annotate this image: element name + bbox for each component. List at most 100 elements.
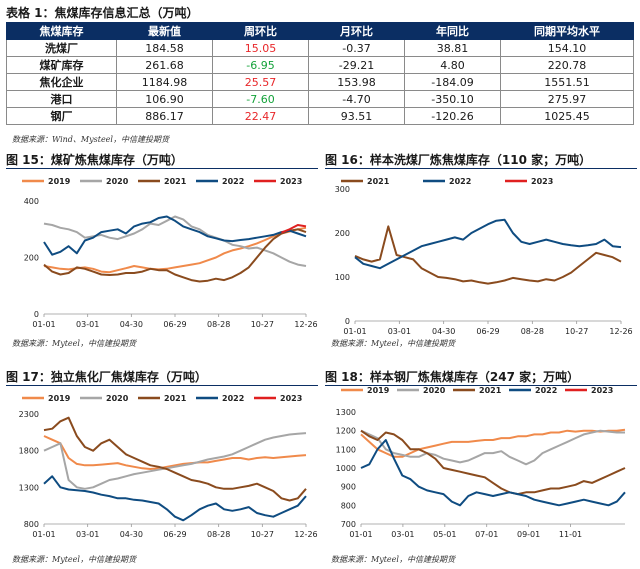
- table-cell-wow: 25.57: [212, 73, 309, 91]
- series-line-2021: [354, 225, 622, 285]
- chart-18-svg: 2019 2020 2021 2022 2023 700 800 900 1000 1100 120…: [336, 386, 626, 539]
- table-row: 钢厂 886.17 22.47 93.51 -120.26 1025.45: [6, 107, 634, 125]
- x-tick-label: 09-01: [517, 530, 540, 539]
- series-line-2020: [43, 432, 307, 490]
- table-header-cell: 月环比: [308, 22, 405, 40]
- series-line-2020: [360, 429, 625, 466]
- legend-label: 2023: [531, 177, 553, 186]
- chart-15-svg: 2019 2020 2021 2022 2023 0 200 400 01-01 03-01 04-…: [22, 177, 318, 329]
- table-cell-mom: -0.37: [308, 39, 405, 57]
- legend-label: 2021: [164, 177, 187, 186]
- y-tick-label: 900: [341, 483, 356, 492]
- table-row: 煤矿库存 261.68 -6.95 -29.21 4.80 220.78: [6, 56, 634, 74]
- x-tick-label: 06-29: [476, 327, 499, 336]
- legend-label: 2020: [106, 177, 129, 186]
- legend-label: 2022: [535, 386, 557, 395]
- table-cell-latest: 106.90: [116, 90, 213, 108]
- table-cell-name: 煤矿库存: [6, 56, 117, 74]
- table-cell-wow: -6.95: [212, 56, 309, 74]
- x-tick-label: 08-28: [207, 320, 230, 329]
- chart-panel-16: 图 16：样本洗煤厂炼焦煤库存（110 家；万吨） 2021 2022 2023 0 1…: [325, 151, 637, 351]
- x-tick-label: 01-01: [343, 327, 366, 336]
- y-tick-label: 100: [335, 273, 350, 282]
- table-cell-avg: 275.97: [500, 90, 634, 108]
- legend-label: 2022: [222, 177, 244, 186]
- chart-17-svg: 2019 2020 2021 2022 2023 800 1300 1800 2300 01-01…: [19, 394, 318, 539]
- table-cell-yoy: -350.10: [404, 90, 501, 108]
- table-cell-mom: 93.51: [308, 107, 405, 125]
- table-cell-name: 钢厂: [6, 107, 117, 125]
- legend-label: 2021: [164, 394, 187, 403]
- chart-16-svg: 2021 2022 2023 0 100 200 300 01-01 03-01 04-30 06-…: [335, 177, 633, 336]
- y-tick-label: 300: [335, 185, 350, 194]
- legend-label: 2019: [367, 386, 390, 395]
- table-cell-latest: 886.17: [116, 107, 213, 125]
- chart-title: 图 17：独立焦化厂焦煤库存（万吨）: [6, 370, 207, 384]
- table-cell-yoy: 4.80: [404, 56, 501, 74]
- x-tick-label: 08-28: [521, 327, 544, 336]
- x-tick-label: 04-30: [120, 320, 143, 329]
- chart-source: 数据来源：Myteel，中信建投期货: [331, 555, 455, 564]
- table-cell-avg: 154.10: [500, 39, 634, 57]
- table-cell-latest: 261.68: [116, 56, 213, 74]
- table-cell-mom: -29.21: [308, 56, 405, 74]
- x-tick-label: 03-01: [76, 320, 99, 329]
- x-tick-label: 03-01: [388, 327, 411, 336]
- series-line-2021: [43, 416, 307, 502]
- x-tick-label: 10-27: [251, 320, 274, 329]
- y-tick-label: 200: [335, 229, 350, 238]
- legend-label: 2020: [423, 386, 446, 395]
- y-tick-label: 0: [345, 317, 350, 326]
- x-tick-label: 01-01: [32, 530, 55, 539]
- chart-title: 图 16：样本洗煤厂炼焦煤库存（110 家；万吨）: [325, 153, 592, 167]
- table-header-cell: 周环比: [212, 22, 309, 40]
- x-tick-label: 06-29: [163, 320, 186, 329]
- legend-label: 2019: [48, 394, 71, 403]
- y-tick-label: 1800: [19, 447, 39, 456]
- x-tick-label: 04-30: [120, 530, 143, 539]
- table-cell-yoy: 38.81: [404, 39, 501, 57]
- chart-source: 数据来源：Myteel，中信建投期货: [331, 339, 455, 348]
- y-tick-label: 200: [24, 254, 39, 263]
- legend-label: 2020: [106, 394, 129, 403]
- chart-source: 数据来源：Myteel，中信建投期货: [12, 555, 136, 564]
- y-tick-label: 1000: [336, 464, 356, 473]
- table-cell-avg: 1551.51: [500, 73, 634, 91]
- table-source: 数据来源：Wind、Mysteel，中信建投期货: [12, 135, 169, 144]
- table-cell-mom: 153.98: [308, 73, 405, 91]
- x-tick-label: 10-27: [565, 327, 588, 336]
- y-tick-label: 0: [34, 310, 39, 319]
- series-line-2022: [43, 215, 307, 256]
- table-cell-yoy: -184.09: [404, 73, 501, 91]
- title-divider: [6, 385, 318, 386]
- table-row: 焦化企业 1184.98 25.57 153.98 -184.09 1551.51: [6, 73, 634, 91]
- chart-panel-15: 图 15：煤矿炼焦煤库存（万吨） 2019 2020 2021 2022 2023 0 20…: [6, 151, 318, 351]
- legend-label: 2022: [222, 394, 244, 403]
- table-header-cell: 年同比: [404, 22, 501, 40]
- table-cell-wow: 15.05: [212, 39, 309, 57]
- y-tick-label: 1300: [336, 408, 356, 417]
- y-tick-label: 400: [24, 197, 39, 206]
- y-tick-label: 800: [341, 501, 356, 510]
- legend-label: 2022: [449, 177, 471, 186]
- legend-label: 2019: [48, 177, 71, 186]
- chart-panel-17: 图 17：独立焦化厂焦煤库存（万吨） 2019 2020 2021 2022 2023 8…: [6, 368, 318, 568]
- x-tick-label: 06-29: [163, 530, 186, 539]
- table-cell-wow: 22.47: [212, 107, 309, 125]
- title-divider: [6, 168, 318, 169]
- y-tick-label: 700: [341, 520, 356, 529]
- x-tick-label: 03-01: [391, 530, 414, 539]
- table-title: 表格 1：焦煤库存信息汇总（万吨）: [6, 6, 199, 20]
- legend-label: 2023: [591, 386, 613, 395]
- table-cell-name: 焦化企业: [6, 73, 117, 91]
- series-line-2022: [360, 439, 626, 507]
- x-tick-label: 05-01: [433, 530, 456, 539]
- x-tick-label: 01-01: [349, 530, 372, 539]
- series-line-2022: [43, 475, 307, 522]
- table-cell-avg: 1025.45: [500, 107, 634, 125]
- y-tick-label: 1100: [336, 445, 356, 454]
- series-line-2019: [43, 435, 307, 470]
- table-cell-yoy: -120.26: [404, 107, 501, 125]
- table-header-cell: 最新值: [116, 22, 213, 40]
- table-header-cell: 焦煤库存: [6, 22, 117, 40]
